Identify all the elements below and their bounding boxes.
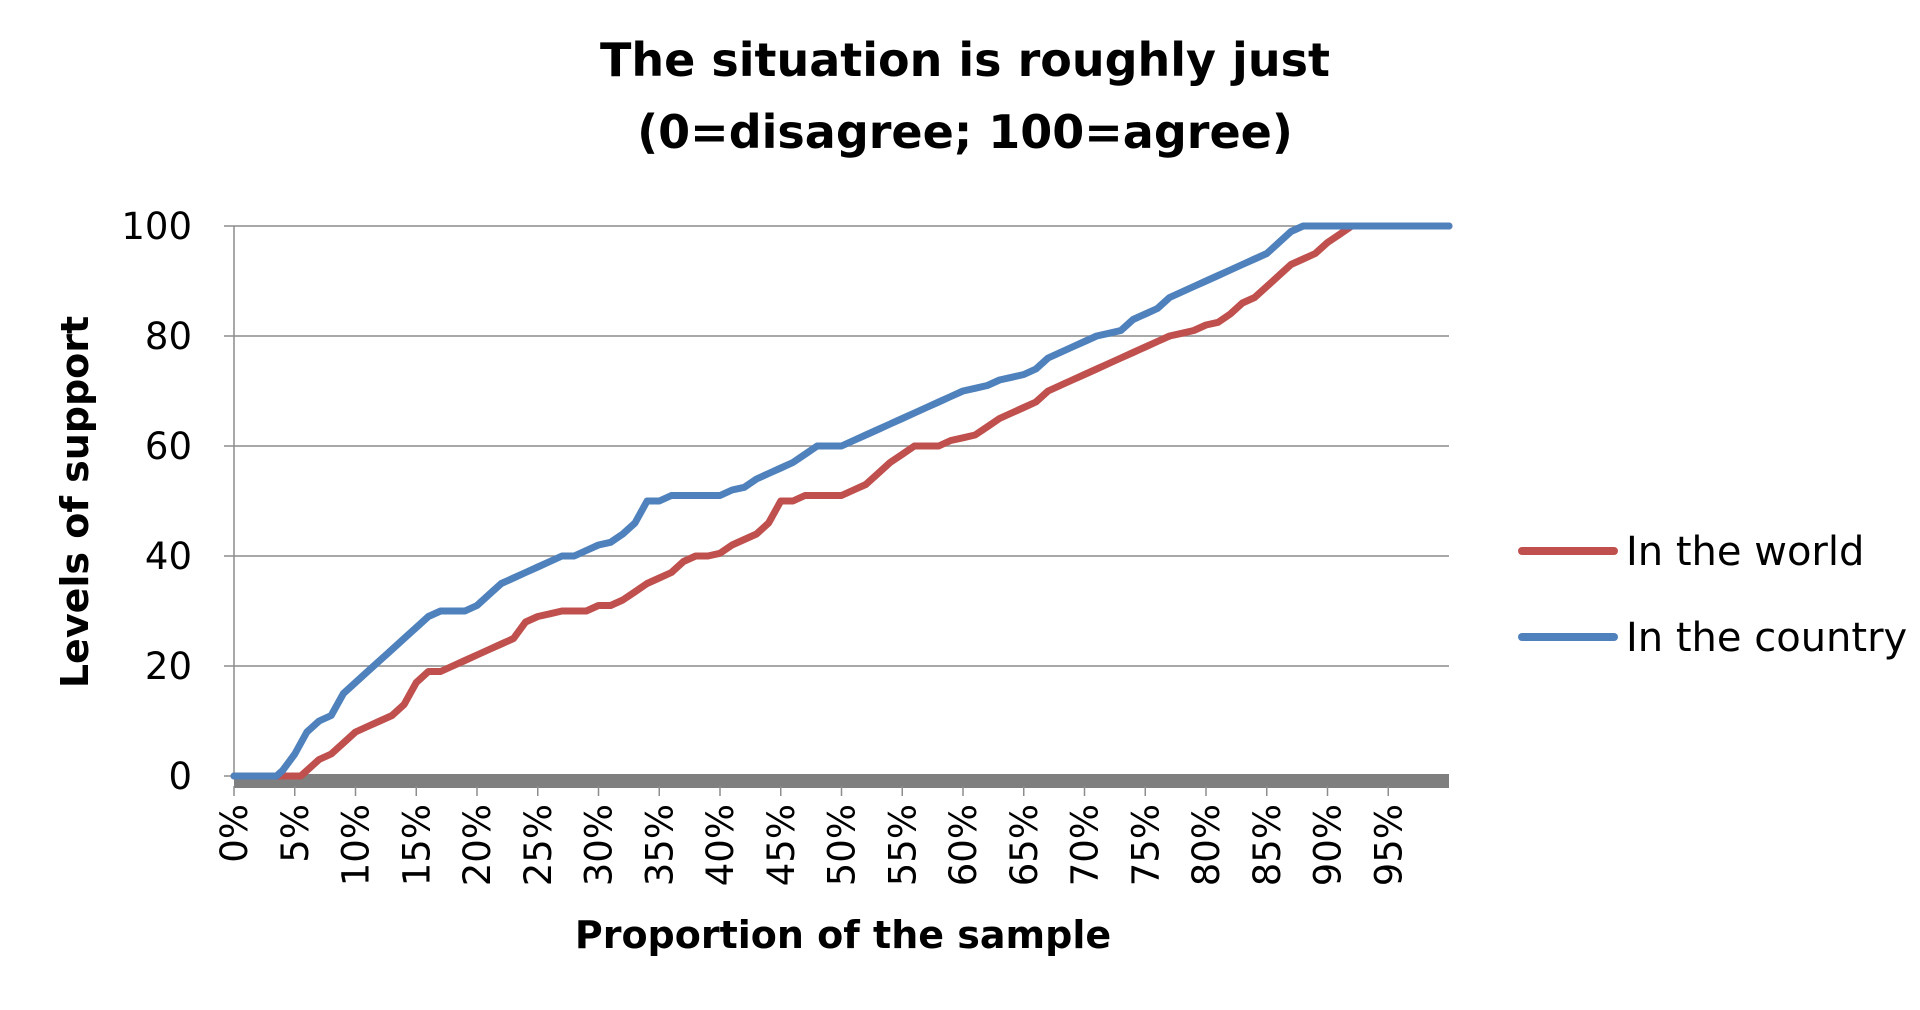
x-tick-label: 40% xyxy=(699,804,742,886)
x-tick-label: 90% xyxy=(1307,804,1350,886)
x-tick-label: 20% xyxy=(456,804,499,886)
x-tick-label: 0% xyxy=(213,804,256,863)
x-tick-label: 95% xyxy=(1367,804,1410,886)
x-tick-label: 70% xyxy=(1064,804,1107,886)
legend-label: In the world xyxy=(1626,529,1864,575)
x-tick-label: 5% xyxy=(274,804,317,863)
y-tick-label: 80 xyxy=(145,315,192,358)
x-tick-label: 80% xyxy=(1185,804,1228,886)
y-tick-label: 0 xyxy=(168,755,192,798)
x-axis-title: Proportion of the sample xyxy=(575,913,1111,957)
x-tick-label: 55% xyxy=(881,804,924,886)
series-lines xyxy=(230,222,1453,780)
chart-title: The situation is roughly just xyxy=(600,33,1330,87)
y-axis-title: Levels of support xyxy=(53,316,97,688)
series-line-in-the-country xyxy=(230,222,1453,780)
legend: In the world In the country xyxy=(1518,529,1907,661)
x-tick-label: 30% xyxy=(578,804,621,886)
x-tick-label: 65% xyxy=(1003,804,1046,886)
y-tick-label: 40 xyxy=(145,535,192,578)
x-axis-ticks: 0% 5% 10% 15% 20% 25% 30% 35% 40% 45% 50% 55% 60% 65%… xyxy=(213,786,1410,886)
gridlines xyxy=(233,225,1449,788)
x-tick-label: 60% xyxy=(942,804,985,886)
y-tick-label: 20 xyxy=(145,645,192,688)
x-tick-label: 10% xyxy=(335,804,378,886)
x-tick-label: 75% xyxy=(1124,804,1167,886)
y-tick-label: 100 xyxy=(121,205,192,248)
x-tick-label: 35% xyxy=(638,804,681,886)
x-tick-label: 15% xyxy=(395,804,438,886)
chart-subtitle: (0=disagree; 100=agree) xyxy=(637,105,1293,159)
y-axis-ticks: 0 20 40 60 80 100 xyxy=(121,205,234,798)
x-axis-line xyxy=(234,774,1449,788)
legend-label: In the country xyxy=(1626,615,1907,661)
y-tick-label: 60 xyxy=(145,425,192,468)
x-tick-label: 45% xyxy=(760,804,803,886)
series-line-in-the-world xyxy=(230,222,1453,780)
x-tick-label: 50% xyxy=(821,804,864,886)
x-tick-label: 25% xyxy=(517,804,560,886)
x-tick-label: 85% xyxy=(1246,804,1289,886)
